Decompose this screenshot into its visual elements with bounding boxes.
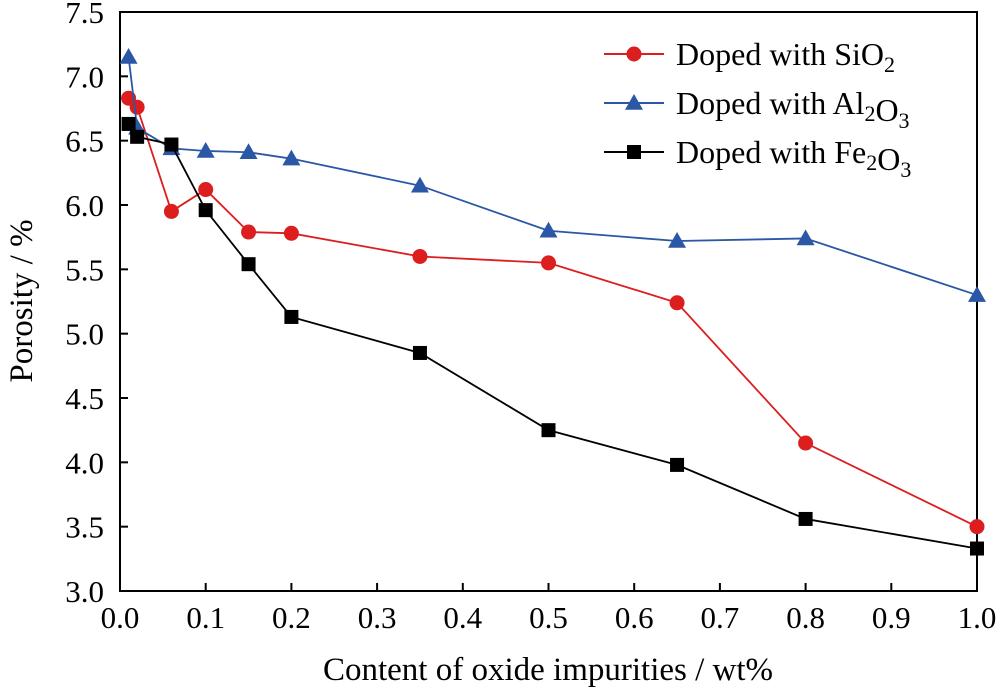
x-tick-label: 0.3 bbox=[358, 600, 397, 635]
data-point bbox=[796, 229, 815, 246]
series-0 bbox=[121, 90, 985, 535]
legend-item-1: Doped with Al2O3 bbox=[604, 85, 910, 133]
x-tick-label: 1.0 bbox=[958, 600, 997, 635]
data-point bbox=[970, 541, 984, 556]
legend-marker bbox=[626, 46, 642, 62]
x-tick-label: 0.8 bbox=[786, 600, 825, 635]
data-point bbox=[668, 232, 687, 248]
y-tick-label: 4.0 bbox=[65, 445, 104, 480]
y-tick-label: 5.0 bbox=[65, 317, 104, 352]
data-point bbox=[670, 457, 685, 472]
series-2 bbox=[121, 116, 984, 556]
data-point bbox=[164, 137, 179, 152]
y-tick-label: 3.0 bbox=[65, 574, 104, 609]
data-point bbox=[541, 255, 556, 271]
legend-marker bbox=[627, 145, 641, 159]
x-tick-label: 0.0 bbox=[101, 600, 140, 635]
x-axis-title: Content of oxide impurities / wt% bbox=[323, 652, 773, 688]
y-tick-label: 6.5 bbox=[65, 124, 104, 159]
y-tick-label: 7.5 bbox=[65, 0, 104, 30]
legend-item-0: Doped with SiO2 bbox=[604, 36, 895, 77]
legend-label: Doped with Fe2O3 bbox=[676, 134, 911, 182]
data-point bbox=[798, 435, 814, 451]
y-tick-label: 6.0 bbox=[65, 188, 104, 223]
y-tick-label: 4.5 bbox=[65, 381, 104, 416]
legend-label: Doped with Al2O3 bbox=[676, 85, 910, 133]
y-tick-label: 5.5 bbox=[65, 252, 104, 287]
x-tick-label: 0.5 bbox=[529, 600, 568, 635]
y-tick-label: 7.0 bbox=[65, 59, 104, 94]
data-point bbox=[412, 248, 428, 264]
data-point bbox=[119, 48, 138, 64]
x-tick-label: 0.9 bbox=[872, 600, 911, 635]
data-point bbox=[239, 143, 258, 159]
data-point bbox=[669, 295, 685, 311]
data-point bbox=[283, 225, 299, 241]
data-point bbox=[798, 511, 813, 526]
data-point bbox=[412, 345, 427, 360]
legend-marker bbox=[625, 94, 643, 110]
x-tick-label: 0.2 bbox=[272, 600, 311, 635]
data-series bbox=[119, 48, 986, 556]
y-tick-label: 3.5 bbox=[65, 510, 104, 545]
legend-item-2: Doped with Fe2O3 bbox=[604, 134, 911, 182]
data-point bbox=[282, 149, 301, 166]
data-point bbox=[241, 257, 256, 272]
data-point bbox=[284, 309, 299, 324]
data-point bbox=[410, 176, 429, 193]
data-point bbox=[541, 423, 556, 438]
data-point bbox=[196, 141, 215, 158]
data-point bbox=[129, 99, 145, 115]
data-point bbox=[969, 519, 985, 535]
data-point bbox=[121, 116, 136, 131]
data-point bbox=[968, 286, 986, 302]
data-point bbox=[130, 129, 145, 144]
y-axis-title: Porosity / % bbox=[4, 219, 40, 382]
axis-ticks: 0.0 0.1 0.2 0.3 0.4 0.5 0.6 0.7 0.8 0.9 1.0 3.0 3.5 4… bbox=[65, 0, 996, 635]
x-tick-label: 0.1 bbox=[186, 600, 225, 635]
x-tick-label: 0.4 bbox=[443, 600, 482, 635]
series-line bbox=[127, 123, 978, 550]
legend-label: Doped with SiO2 bbox=[676, 36, 895, 77]
data-point bbox=[198, 203, 213, 218]
x-tick-label: 0.7 bbox=[701, 600, 740, 635]
x-tick-label: 0.6 bbox=[615, 600, 654, 635]
data-point bbox=[241, 224, 257, 240]
data-point bbox=[539, 221, 558, 238]
data-point bbox=[163, 203, 179, 219]
data-point bbox=[198, 182, 214, 198]
